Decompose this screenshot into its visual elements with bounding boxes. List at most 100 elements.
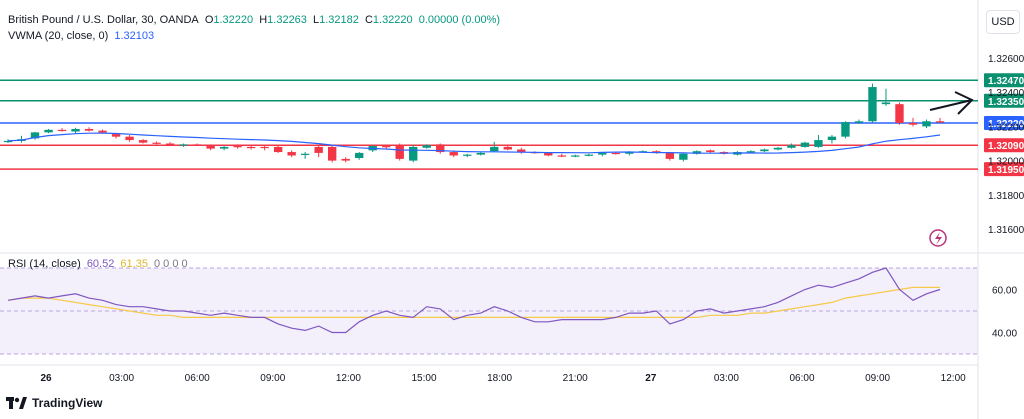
candle-body — [192, 144, 202, 146]
time-tick-label: 27 — [645, 373, 657, 384]
candle-body — [436, 144, 445, 153]
candle-body — [246, 146, 256, 149]
axes: 1.32600 1.32400 1.32200 1.32000 1.31800 1.316… — [40, 54, 1024, 384]
candle-body — [355, 152, 364, 159]
candle-body — [922, 121, 931, 127]
candle-body — [98, 130, 107, 133]
level-tag-label: 1.32090 — [988, 141, 1024, 152]
ohlc-legend: British Pound / U.S. Dollar, 30, OANDA O… — [8, 14, 503, 26]
level-tag — [984, 73, 1024, 88]
candle-body — [665, 152, 675, 159]
open-value: 1.32220 — [213, 14, 254, 26]
candle-body — [152, 142, 161, 144]
candle-body — [179, 144, 188, 146]
vwma-label[interactable]: VWMA (20, close, 0) — [8, 30, 109, 42]
candle-body — [44, 129, 53, 133]
candle-body — [409, 146, 418, 161]
candle-body — [30, 132, 40, 139]
candle-body — [868, 87, 877, 122]
time-tick-label: 03:00 — [714, 373, 739, 384]
candle-body — [273, 146, 283, 153]
tradingview-name: TradingView — [32, 396, 103, 410]
candle-body — [287, 152, 296, 156]
candle-body — [300, 153, 310, 155]
level-tag — [984, 115, 1024, 130]
candle-body — [233, 146, 242, 148]
level-tag — [984, 162, 1024, 177]
rsi-tick-label: 40.00 — [992, 329, 1017, 340]
time-tick-label: 12:00 — [336, 373, 361, 384]
candle-body — [760, 149, 769, 152]
candle-body — [57, 129, 67, 132]
candle-body — [584, 154, 593, 156]
rsi-ma-line — [7, 286, 940, 318]
time-tick-label: 09:00 — [865, 373, 890, 384]
price-tick-label: 1.32600 — [988, 54, 1024, 65]
candle-body — [706, 150, 715, 153]
candle-body — [935, 121, 945, 123]
lightning-icon[interactable] — [929, 229, 947, 247]
time-tick-label: 06:00 — [185, 373, 210, 384]
low-value: 1.32182 — [319, 14, 359, 26]
candle-body — [3, 140, 13, 143]
candle-body — [125, 136, 134, 141]
vwma-series — [7, 132, 941, 154]
level-tag-label: 1.32220 — [988, 119, 1024, 130]
candle-body — [746, 151, 756, 153]
arrow-drawing[interactable] — [929, 91, 974, 115]
symbol-title[interactable]: British Pound / U.S. Dollar, 30, OANDA — [8, 14, 199, 26]
time-tick-label: 03:00 — [109, 373, 134, 384]
candle-body — [84, 128, 94, 131]
rsi-label[interactable]: RSI (14, close) — [8, 258, 81, 270]
candle-body — [611, 152, 621, 155]
rsi-series — [7, 267, 941, 334]
time-tick-label: 21:00 — [563, 373, 588, 384]
rsi-legend: RSI (14, close) 60.52 61.35 0 0 0 0 — [8, 258, 191, 270]
candle-body — [625, 152, 634, 154]
candle-body — [341, 158, 350, 161]
rsi-zeros: 0 0 0 0 — [154, 258, 188, 270]
high-value: 1.32263 — [267, 14, 307, 26]
candle-body — [571, 155, 580, 157]
candle-body — [679, 153, 688, 160]
candle-body — [814, 140, 823, 147]
candle-body — [517, 149, 526, 153]
currency-button[interactable]: USD — [986, 10, 1020, 34]
level-tag — [984, 93, 1024, 108]
time-tick-label: 18:00 — [487, 373, 512, 384]
candle-body — [544, 152, 553, 156]
rsi-tick-label: 60.00 — [992, 286, 1017, 297]
candle-body — [463, 154, 472, 156]
candle-body — [800, 142, 810, 147]
candle-body — [598, 152, 607, 155]
level-tag-label: 1.32470 — [988, 76, 1024, 87]
candlestick-series — [3, 83, 945, 163]
candle-body — [490, 146, 499, 152]
candle-body — [422, 145, 431, 148]
horizontal-levels: 1.32470 1.32350 1.32220 1.32090 1.31950 — [0, 73, 1024, 177]
time-tick-label: 09:00 — [260, 373, 285, 384]
tradingview-logo[interactable]: TradingView — [6, 396, 102, 410]
candle-body — [773, 147, 783, 150]
vwma-legend: VWMA (20, close, 0) 1.32103 — [8, 30, 157, 42]
rsi-ma-value: 61.35 — [120, 258, 148, 270]
rsi-pane-band — [0, 268, 978, 354]
candle-body — [841, 122, 850, 137]
candle-body — [692, 151, 702, 154]
candle-body — [881, 102, 891, 105]
vwma-line — [7, 132, 941, 154]
candle-body — [260, 146, 269, 149]
candle-body — [827, 136, 837, 141]
candle-body — [327, 146, 337, 161]
candle-body — [476, 152, 485, 155]
high-label: H — [259, 14, 268, 26]
price-tick-label: 1.31600 — [988, 225, 1024, 236]
price-tick-label: 1.32200 — [988, 122, 1024, 133]
vwma-value: 1.32103 — [114, 30, 155, 42]
candle-body — [382, 146, 391, 148]
low-label: L — [312, 14, 320, 26]
candle-body — [787, 145, 796, 148]
level-tag — [984, 138, 1024, 153]
candle-body — [219, 146, 229, 149]
